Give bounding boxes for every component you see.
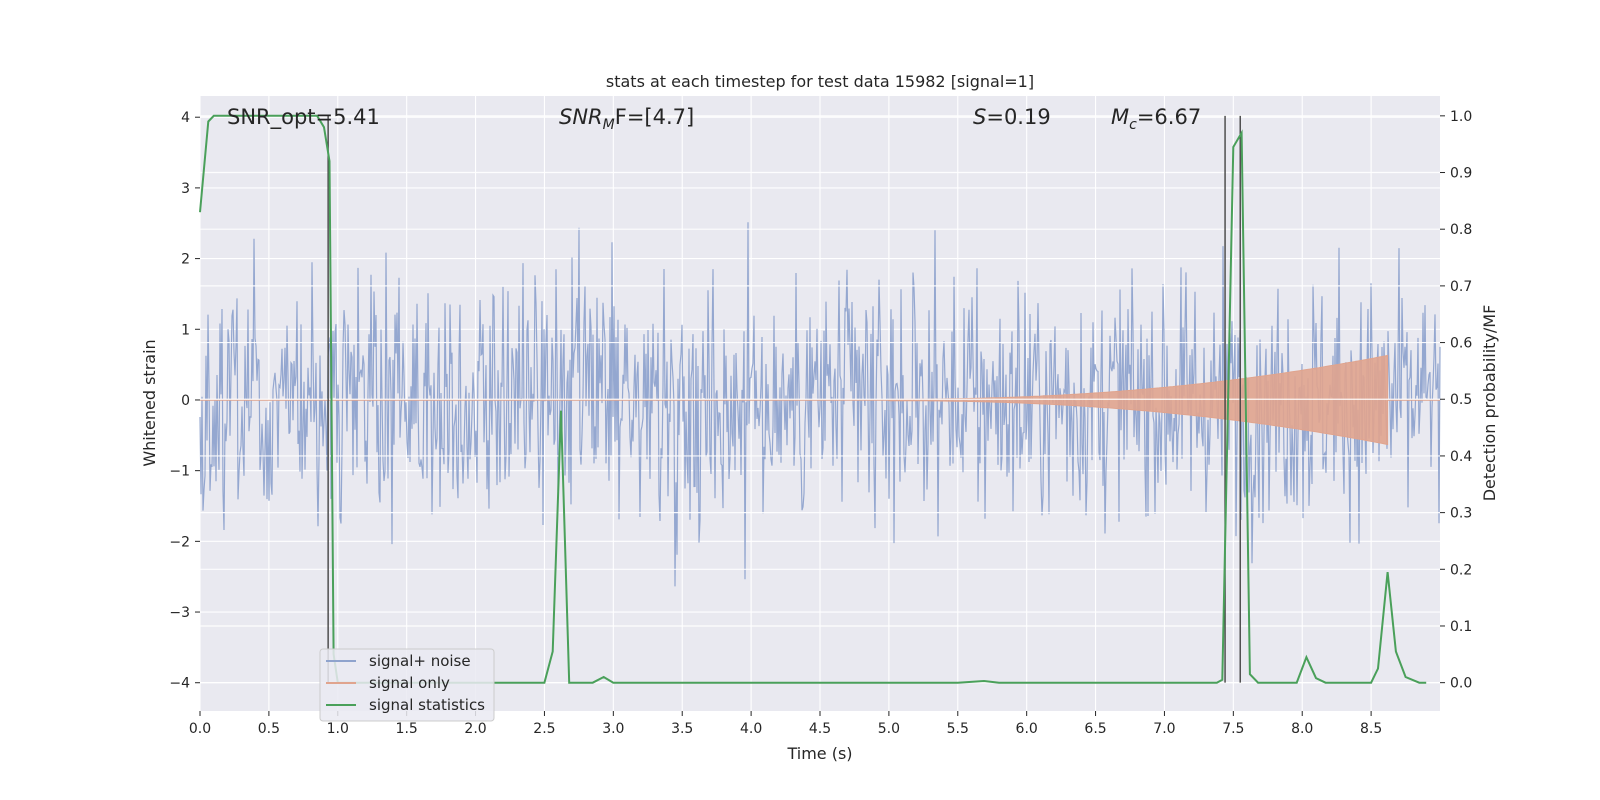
x-tick-label: 4.5 [809, 721, 831, 737]
x-tick-label: 8.5 [1360, 721, 1382, 737]
x-axis-ticks: 0.0 0.5 1.0 1.5 2.0 2.5 3.0 3.5 4.0 4.5 5.0 5.5 6.0 6… [189, 711, 1382, 737]
left-tick-label: 0 [181, 393, 190, 409]
x-tick-label: 2.5 [533, 721, 555, 737]
x-tick-label: 0.0 [189, 721, 211, 737]
legend: signal+ noise signal only signal statist… [319, 648, 495, 722]
right-tick-label: 0.8 [1450, 222, 1472, 238]
left-tick-label: −1 [169, 464, 190, 480]
x-tick-label: 2.0 [464, 721, 486, 737]
grid-overlay [200, 115, 1440, 684]
left-tick-label: 2 [181, 252, 190, 268]
chirp-envelope [888, 354, 1389, 446]
x-tick-label: 5.0 [878, 721, 900, 737]
right-tick-label: 0.0 [1450, 676, 1472, 692]
x-tick-label: 8.0 [1291, 721, 1313, 737]
x-tick-label: 0.5 [258, 721, 280, 737]
x-tick-label: 3.0 [602, 721, 624, 737]
annotation-s: S=0.19 [973, 105, 1051, 129]
right-tick-label: 0.4 [1450, 449, 1472, 465]
legend-label-noise: signal+ noise [369, 652, 471, 670]
left-tick-label: −4 [169, 676, 190, 692]
x-tick-label: 3.5 [671, 721, 693, 737]
legend-label-signal-only: signal only [369, 674, 450, 692]
right-axis-ticks: 0.0 0.1 0.2 0.3 0.4 0.5 0.6 0.7 0.8 0.9 1.0 [1440, 109, 1472, 692]
annotation-snr-mf: SNRMF=[4.7] [559, 105, 694, 133]
x-tick-label: 7.0 [1153, 721, 1175, 737]
right-tick-label: 0.2 [1450, 562, 1472, 578]
left-axis-ticks: −4 −3 −2 −1 0 1 2 3 4 [169, 110, 200, 692]
x-tick-label: 5.5 [947, 721, 969, 737]
signal-only-series [200, 354, 1440, 446]
annotation-mc: Mc=6.67 [1111, 105, 1201, 133]
legend-box [319, 648, 495, 722]
y-axis-label-left: Whitened strain [140, 339, 159, 466]
right-tick-label: 0.7 [1450, 279, 1472, 295]
x-tick-label: 1.0 [327, 721, 349, 737]
x-tick-label: 6.5 [1084, 721, 1106, 737]
right-tick-label: 0.5 [1450, 392, 1472, 408]
y-axis-label-right: Detection probability/MF [1480, 305, 1499, 502]
x-tick-label: 7.5 [1222, 721, 1244, 737]
right-tick-label: 0.1 [1450, 619, 1472, 635]
right-tick-label: 1.0 [1450, 109, 1472, 125]
x-tick-label: 6.0 [1016, 721, 1038, 737]
signal-statistics-series [199, 114, 1427, 684]
left-tick-label: 3 [181, 181, 190, 197]
x-axis-label: Time (s) [786, 744, 852, 763]
right-tick-label: 0.3 [1450, 506, 1472, 522]
x-tick-label: 1.5 [396, 721, 418, 737]
right-tick-label: 0.9 [1450, 166, 1472, 182]
right-tick-label: 0.6 [1450, 336, 1472, 352]
chart-title: stats at each timestep for test data 159… [606, 72, 1034, 91]
legend-label-statistics: signal statistics [369, 696, 485, 714]
left-tick-label: −3 [169, 605, 190, 621]
left-tick-label: 4 [181, 110, 190, 126]
x-tick-label: 4.0 [740, 721, 762, 737]
statistics-line [199, 114, 1427, 684]
left-tick-label: 1 [181, 322, 190, 338]
left-tick-label: −2 [169, 534, 190, 550]
annotation-snr-opt: SNR_opt=5.41 [227, 105, 380, 130]
